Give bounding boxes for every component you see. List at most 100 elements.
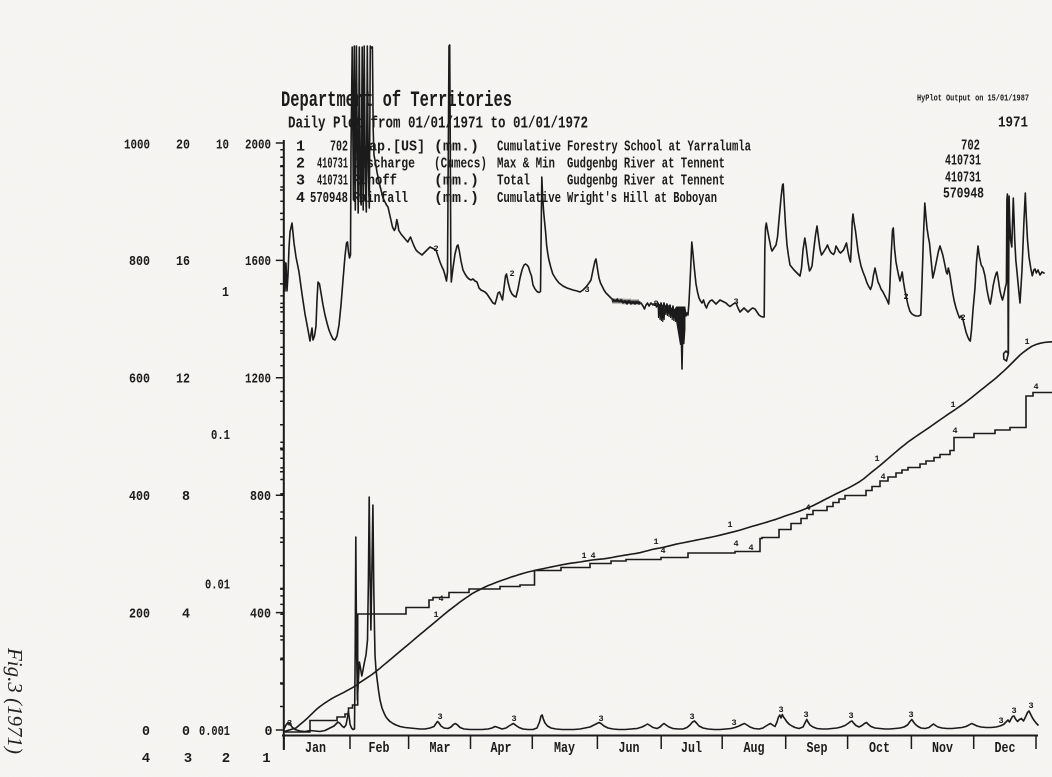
svg-text:800: 800 xyxy=(250,489,271,505)
svg-text:Gudgenbg River at Tennent: Gudgenbg River at Tennent xyxy=(567,173,725,190)
svg-text:410731: 410731 xyxy=(317,173,348,190)
svg-text:400: 400 xyxy=(250,607,271,623)
svg-text:800: 800 xyxy=(129,254,150,270)
svg-text:(mm.): (mm.) xyxy=(434,139,479,156)
svg-text:Forestry School at Yarralumla: Forestry School at Yarralumla xyxy=(567,139,751,156)
svg-text:3: 3 xyxy=(511,714,516,724)
svg-text:3: 3 xyxy=(731,718,736,728)
svg-text:4: 4 xyxy=(748,543,753,553)
svg-text:(mm.): (mm.) xyxy=(434,190,479,207)
svg-text:3: 3 xyxy=(584,285,589,295)
svg-text:4: 4 xyxy=(438,594,443,604)
svg-text:Jul: Jul xyxy=(681,740,702,757)
svg-text:Oct: Oct xyxy=(869,740,890,757)
svg-text:Sep: Sep xyxy=(807,740,828,757)
svg-text:HyPlot Output on 15/01/1987: HyPlot Output on 15/01/1987 xyxy=(917,93,1029,104)
svg-text:3: 3 xyxy=(437,712,442,722)
svg-text:702: 702 xyxy=(961,138,980,155)
svg-text:Apr: Apr xyxy=(491,740,512,757)
svg-text:Cumulative: Cumulative xyxy=(497,139,561,156)
svg-text:1: 1 xyxy=(653,537,658,547)
svg-text:8: 8 xyxy=(182,489,190,505)
svg-text:3: 3 xyxy=(998,716,1003,726)
svg-text:600: 600 xyxy=(129,372,150,388)
svg-text:410731: 410731 xyxy=(945,170,981,187)
svg-text:1600: 1600 xyxy=(245,254,271,270)
svg-text:Department of Territories: Department of Territories xyxy=(281,88,512,113)
svg-text:1: 1 xyxy=(262,751,270,767)
svg-text:Feb: Feb xyxy=(369,740,390,757)
svg-text:3: 3 xyxy=(184,751,192,767)
svg-text:4: 4 xyxy=(142,751,150,767)
svg-text:Nov: Nov xyxy=(932,740,953,757)
svg-text:1: 1 xyxy=(1024,337,1029,347)
svg-text:Total: Total xyxy=(497,173,530,190)
svg-text:Gudgenbg River at Tennent: Gudgenbg River at Tennent xyxy=(567,156,725,173)
svg-text:Fig.3 (1971): Fig.3 (1971) xyxy=(3,647,27,754)
svg-text:4: 4 xyxy=(660,546,665,556)
svg-text:3: 3 xyxy=(1011,706,1016,716)
svg-text:Evap.[US]: Evap.[US] xyxy=(353,139,425,156)
svg-text:570948: 570948 xyxy=(310,190,348,207)
svg-text:May: May xyxy=(554,740,575,757)
svg-text:4: 4 xyxy=(1033,382,1038,392)
svg-text:Dec: Dec xyxy=(995,740,1016,757)
svg-text:1000: 1000 xyxy=(124,138,150,154)
svg-text:Wright's Hill at Boboyan: Wright's Hill at Boboyan xyxy=(567,190,717,207)
svg-text:(mm.): (mm.) xyxy=(434,173,479,190)
svg-text:3: 3 xyxy=(803,710,808,720)
svg-text:570948: 570948 xyxy=(943,186,984,203)
svg-text:0: 0 xyxy=(182,724,190,740)
svg-text:4: 4 xyxy=(182,607,190,623)
svg-text:1: 1 xyxy=(727,520,732,530)
svg-text:2: 2 xyxy=(653,299,658,309)
svg-text:(Cumecs): (Cumecs) xyxy=(434,156,487,173)
svg-text:Aug: Aug xyxy=(744,740,765,757)
svg-text:3: 3 xyxy=(778,705,783,715)
svg-text:Jan: Jan xyxy=(305,740,326,757)
svg-text:200: 200 xyxy=(129,607,150,623)
svg-text:1: 1 xyxy=(874,454,879,464)
svg-text:3: 3 xyxy=(1028,701,1033,711)
svg-text:1: 1 xyxy=(433,610,438,620)
svg-text:Max & Min: Max & Min xyxy=(497,156,555,173)
svg-text:0: 0 xyxy=(142,724,150,740)
svg-text:1: 1 xyxy=(581,551,586,561)
svg-text:0: 0 xyxy=(265,724,273,740)
svg-text:4: 4 xyxy=(880,472,885,482)
svg-text:400: 400 xyxy=(129,489,150,505)
svg-text:0.01: 0.01 xyxy=(205,578,230,594)
svg-text:1971: 1971 xyxy=(998,115,1028,132)
svg-text:1200: 1200 xyxy=(245,372,271,388)
svg-text:0.1: 0.1 xyxy=(211,428,230,444)
svg-text:Cumulative: Cumulative xyxy=(497,190,561,207)
svg-text:2: 2 xyxy=(296,156,305,173)
svg-text:2: 2 xyxy=(960,313,965,323)
svg-text:4: 4 xyxy=(590,551,595,561)
svg-text:2: 2 xyxy=(509,269,514,279)
svg-text:2000: 2000 xyxy=(245,138,271,154)
svg-text:410731: 410731 xyxy=(945,153,981,170)
svg-text:1: 1 xyxy=(950,400,955,410)
svg-text:3: 3 xyxy=(598,714,603,724)
svg-text:2: 2 xyxy=(222,751,230,767)
svg-text:Daily Plot from 01/01/1971 to: Daily Plot from 01/01/1971 to 01/01/1972 xyxy=(288,114,588,133)
svg-text:410731: 410731 xyxy=(317,156,348,173)
svg-text:1: 1 xyxy=(296,139,305,156)
svg-text:2: 2 xyxy=(433,244,438,254)
svg-text:20: 20 xyxy=(176,138,190,154)
svg-text:2: 2 xyxy=(903,292,908,302)
svg-text:10: 10 xyxy=(216,138,229,154)
svg-text:4: 4 xyxy=(952,426,957,436)
svg-text:Mar: Mar xyxy=(430,740,451,757)
svg-text:3: 3 xyxy=(296,173,305,190)
svg-text:3: 3 xyxy=(287,719,292,729)
svg-text:3: 3 xyxy=(733,297,738,307)
svg-text:Jun: Jun xyxy=(619,740,640,757)
svg-text:4: 4 xyxy=(805,503,810,513)
svg-text:702: 702 xyxy=(330,139,348,156)
svg-text:3: 3 xyxy=(908,710,913,720)
svg-text:3: 3 xyxy=(689,712,694,722)
svg-text:16: 16 xyxy=(176,254,190,270)
svg-text:1: 1 xyxy=(222,285,229,301)
